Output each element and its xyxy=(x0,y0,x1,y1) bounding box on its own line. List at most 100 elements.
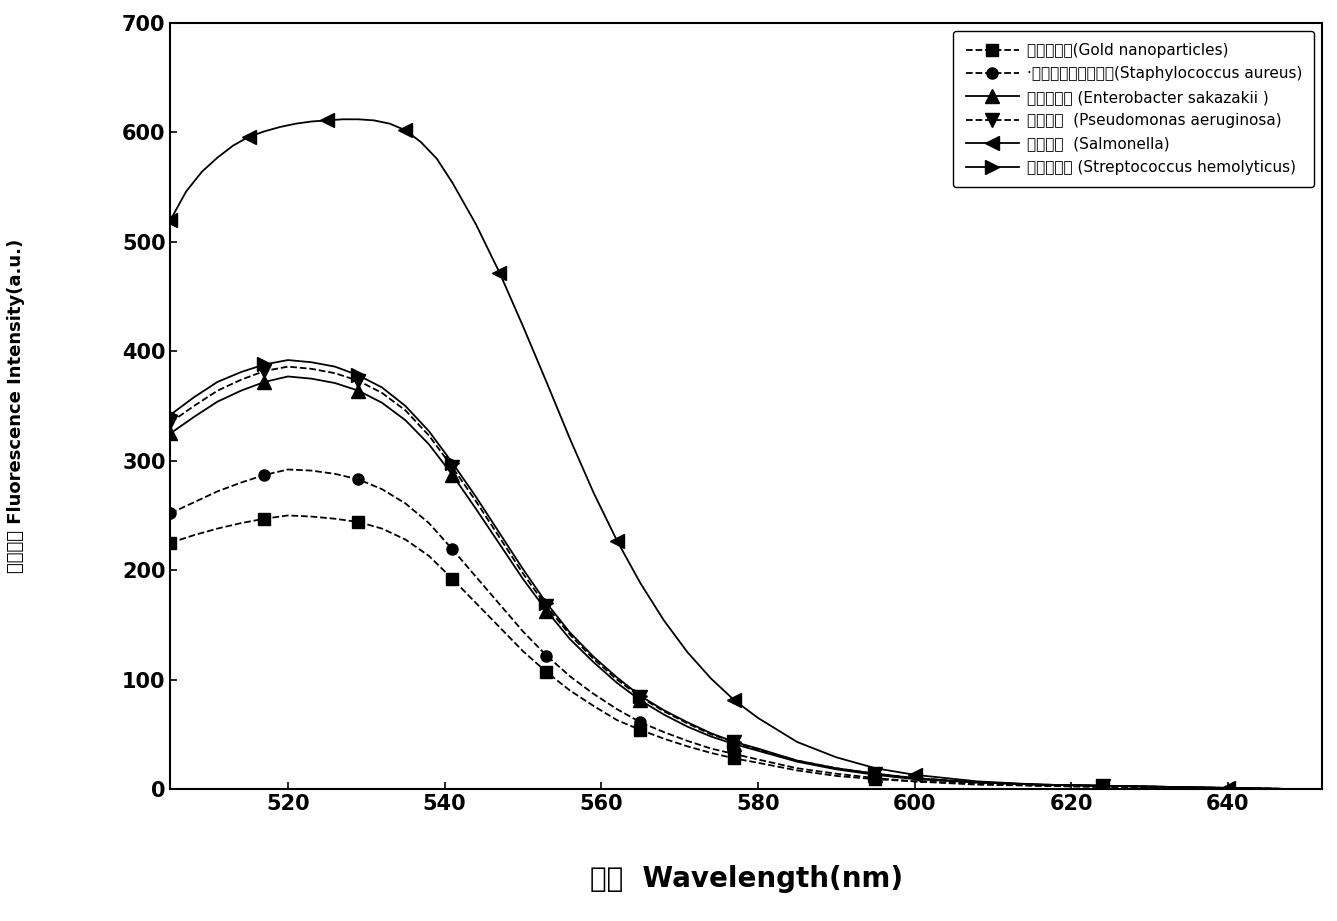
阪小肠杆菌 (Enterobacter sakazakii ) xyxy=(703,731,719,742)
金纳米颗粒(Gold nanoparticles) xyxy=(279,510,295,521)
金纳米颗粒(Gold nanoparticles) xyxy=(829,770,845,781)
沙门氏菌  (Salmonella) xyxy=(868,763,884,774)
金纳米颗粒(Gold nanoparticles) xyxy=(1032,780,1048,791)
沙门氏菌  (Salmonella) xyxy=(241,132,257,143)
·金黄色葛萄球菌球菌(Staphylococcus aureus) xyxy=(656,727,673,738)
溶血性链球 (Streptococcus hemolyticus) xyxy=(726,737,742,748)
阪小肠杆菌 (Enterobacter sakazakii ) xyxy=(233,385,249,396)
沙门氏菌  (Salmonella) xyxy=(1095,780,1111,791)
沙门氏菌  (Salmonella) xyxy=(1282,784,1298,795)
沙门氏菌  (Salmonella) xyxy=(257,126,273,137)
沙门氏菌  (Salmonella) xyxy=(703,673,719,684)
Line: 假单胞菌  (Pseudomonas aeruginosa): 假单胞菌 (Pseudomonas aeruginosa) xyxy=(163,360,1298,796)
金纳米颗粒(Gold nanoparticles) xyxy=(906,775,923,787)
·金黄色葛萄球菌球菌(Staphylococcus aureus) xyxy=(969,778,985,789)
阪小肠杆菌 (Enterobacter sakazakii ) xyxy=(969,777,985,788)
溶血性链球 (Streptococcus hemolyticus) xyxy=(750,743,766,754)
·金黄色葛萄球菌球菌(Staphylococcus aureus) xyxy=(328,469,344,480)
阪小肠杆菌 (Enterobacter sakazakii ) xyxy=(303,373,320,384)
·金黄色葛萄球菌球菌(Staphylococcus aureus) xyxy=(444,544,460,555)
沙门氏菌  (Salmonella) xyxy=(429,153,445,164)
假单胞菌  (Pseudomonas aeruginosa) xyxy=(492,531,508,542)
阪小肠杆菌 (Enterobacter sakazakii ) xyxy=(162,428,178,439)
·金黄色葛萄球菌球菌(Staphylococcus aureus) xyxy=(515,626,531,637)
沙门氏菌  (Salmonella) xyxy=(906,769,923,780)
金纳米颗粒(Gold nanoparticles) xyxy=(608,715,624,726)
阪小肠杆菌 (Enterobacter sakazakii ) xyxy=(515,574,531,585)
阪小肠杆菌 (Enterobacter sakazakii ) xyxy=(421,438,437,449)
阪小肠杆菌 (Enterobacter sakazakii ) xyxy=(257,377,273,388)
阪小肠杆菌 (Enterobacter sakazakii ) xyxy=(492,539,508,550)
溶血性链球 (Streptococcus hemolyticus) xyxy=(515,564,531,575)
阪小肠杆菌 (Enterobacter sakazakii ) xyxy=(1219,783,1235,794)
阪小肠杆菌 (Enterobacter sakazakii ) xyxy=(444,470,460,481)
假单胞菌  (Pseudomonas aeruginosa) xyxy=(468,495,484,507)
阪小肠杆菌 (Enterobacter sakazakii ) xyxy=(632,694,648,705)
溶血性链球 (Streptococcus hemolyticus) xyxy=(328,361,344,372)
溶血性链球 (Streptococcus hemolyticus) xyxy=(374,382,390,393)
Line: 沙门氏菌  (Salmonella): 沙门氏菌 (Salmonella) xyxy=(163,112,1298,796)
沙门氏菌  (Salmonella) xyxy=(562,433,578,444)
沙门氏菌  (Salmonella) xyxy=(750,712,766,723)
溶血性链球 (Streptococcus hemolyticus) xyxy=(468,491,484,502)
金纳米颗粒(Gold nanoparticles) xyxy=(1095,781,1111,792)
·金黄色葛萄球菌球菌(Staphylococcus aureus) xyxy=(468,571,484,582)
·金黄色葛萄球菌球菌(Staphylococcus aureus) xyxy=(608,704,624,715)
沙门氏菌  (Salmonella) xyxy=(413,136,429,147)
·金黄色葛萄球菌球菌(Staphylococcus aureus) xyxy=(279,464,295,475)
沙门氏菌  (Salmonella) xyxy=(320,115,336,126)
假单胞菌  (Pseudomonas aeruginosa) xyxy=(608,674,624,685)
阪小肠杆菌 (Enterobacter sakazakii ) xyxy=(656,709,673,720)
沙门氏菌  (Salmonella) xyxy=(586,487,602,498)
Text: 荧光强度 Fluorescence Intensity(a.u.): 荧光强度 Fluorescence Intensity(a.u.) xyxy=(7,239,24,573)
假单胞菌  (Pseudomonas aeruginosa) xyxy=(257,366,273,377)
金纳米颗粒(Gold nanoparticles) xyxy=(162,537,178,548)
金纳米颗粒(Gold nanoparticles) xyxy=(539,667,555,678)
·金黄色葛萄球菌球菌(Staphylococcus aureus) xyxy=(539,650,555,661)
金纳米颗粒(Gold nanoparticles) xyxy=(632,725,648,736)
假单胞菌  (Pseudomonas aeruginosa) xyxy=(233,374,249,385)
阪小肠杆菌 (Enterobacter sakazakii ) xyxy=(539,605,555,616)
溶血性链球 (Streptococcus hemolyticus) xyxy=(303,356,320,367)
金纳米颗粒(Gold nanoparticles) xyxy=(1219,783,1235,794)
·金黄色葛萄球菌球菌(Staphylococcus aureus) xyxy=(1158,783,1174,794)
溶血性链球 (Streptococcus hemolyticus) xyxy=(906,773,923,784)
溶血性链球 (Streptococcus hemolyticus) xyxy=(210,377,226,388)
·金黄色葛萄球菌球菌(Staphylococcus aureus) xyxy=(303,465,320,476)
金纳米颗粒(Gold nanoparticles) xyxy=(257,513,273,524)
沙门氏菌  (Salmonella) xyxy=(350,114,366,125)
溶血性链球 (Streptococcus hemolyticus) xyxy=(279,355,295,366)
阪小肠杆菌 (Enterobacter sakazakii ) xyxy=(679,721,695,732)
·金黄色葛萄球菌球菌(Staphylococcus aureus) xyxy=(233,477,249,488)
假单胞菌  (Pseudomonas aeruginosa) xyxy=(539,600,555,612)
溶血性链球 (Streptococcus hemolyticus) xyxy=(444,458,460,469)
假单胞菌  (Pseudomonas aeruginosa) xyxy=(279,361,295,372)
·金黄色葛萄球菌球菌(Staphylococcus aureus) xyxy=(350,473,366,484)
溶血性链球 (Streptococcus hemolyticus) xyxy=(1032,779,1048,790)
·金黄色葛萄球菌球菌(Staphylococcus aureus) xyxy=(789,763,805,774)
假单胞菌  (Pseudomonas aeruginosa) xyxy=(350,376,366,387)
溶血性链球 (Streptococcus hemolyticus) xyxy=(162,409,178,420)
沙门氏菌  (Salmonella) xyxy=(492,267,508,278)
假单胞菌  (Pseudomonas aeruginosa) xyxy=(703,729,719,740)
阪小肠杆菌 (Enterobacter sakazakii ) xyxy=(868,769,884,780)
金纳米颗粒(Gold nanoparticles) xyxy=(726,752,742,764)
假单胞菌  (Pseudomonas aeruginosa) xyxy=(1032,779,1048,790)
阪小肠杆菌 (Enterobacter sakazakii ) xyxy=(350,385,366,396)
·金黄色葛萄球菌球菌(Staphylococcus aureus) xyxy=(586,688,602,699)
溶血性链球 (Streptococcus hemolyticus) xyxy=(656,705,673,716)
金纳米颗粒(Gold nanoparticles) xyxy=(515,646,531,657)
溶血性链球 (Streptococcus hemolyticus) xyxy=(397,401,413,412)
假单胞菌  (Pseudomonas aeruginosa) xyxy=(1219,783,1235,794)
假单胞菌  (Pseudomonas aeruginosa) xyxy=(328,367,344,379)
沙门氏菌  (Salmonella) xyxy=(789,737,805,748)
溶血性链球 (Streptococcus hemolyticus) xyxy=(679,717,695,728)
溶血性链球 (Streptococcus hemolyticus) xyxy=(421,426,437,437)
溶血性链球 (Streptococcus hemolyticus) xyxy=(257,359,273,370)
阪小肠杆菌 (Enterobacter sakazakii ) xyxy=(586,657,602,668)
沙门氏菌  (Salmonella) xyxy=(444,177,460,188)
溶血性链球 (Streptococcus hemolyticus) xyxy=(1282,784,1298,795)
假单胞菌  (Pseudomonas aeruginosa) xyxy=(444,461,460,472)
·金黄色葛萄球菌球菌(Staphylococcus aureus) xyxy=(492,599,508,610)
Line: 金纳米颗粒(Gold nanoparticles): 金纳米颗粒(Gold nanoparticles) xyxy=(164,510,1296,795)
